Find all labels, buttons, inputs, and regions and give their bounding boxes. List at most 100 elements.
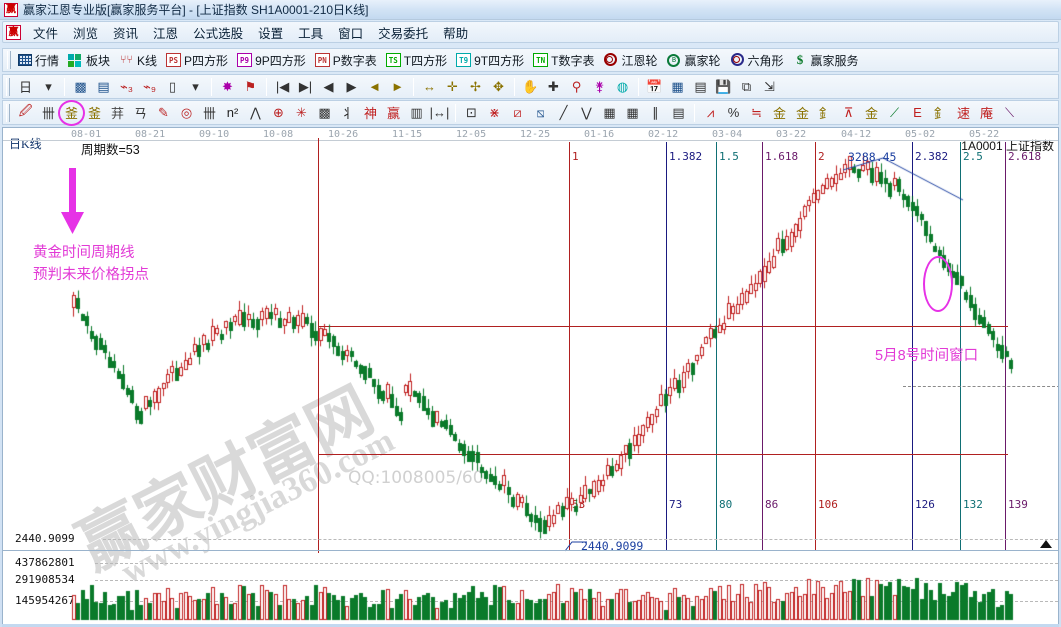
- toolbar-button-winner-wheel[interactable]: B 赢家轮: [663, 51, 725, 70]
- time-fan-icon[interactable]: 荓: [110, 106, 124, 121]
- toolbar-button-t-number-table[interactable]: TN T数字表: [530, 51, 599, 70]
- speed-icon[interactable]: 速: [956, 106, 970, 121]
- candle-dropdown-arrow[interactable]: ▾: [192, 78, 199, 94]
- first-page-icon[interactable]: |◀: [275, 78, 290, 94]
- candle-icon[interactable]: ▯: [168, 78, 177, 94]
- square-grid-icon[interactable]: ▩: [318, 104, 331, 120]
- menu-item-browse[interactable]: 浏览: [73, 26, 99, 41]
- shen-icon[interactable]: 神: [363, 106, 377, 121]
- toolbar-button-9t-square[interactable]: T9 9T四方形: [453, 51, 529, 70]
- overlay-icon[interactable]: ▩: [74, 78, 87, 94]
- gold-time-cycle-icon[interactable]: 釜: [58, 99, 85, 126]
- span-icon[interactable]: |↔|: [429, 105, 450, 120]
- angle2-icon[interactable]: ⟍: [1004, 104, 1015, 120]
- period-dropdown-arrow[interactable]: ▾: [45, 78, 52, 94]
- frame-icon[interactable]: ⊡: [466, 104, 477, 120]
- trend-line-icon[interactable]: ╱: [559, 104, 568, 120]
- ruler-ticks-icon[interactable]: 卌: [41, 106, 55, 121]
- box-lines-icon[interactable]: ⧄: [513, 104, 522, 120]
- toolbar-gripper[interactable]: [7, 51, 11, 69]
- comb-icon[interactable]: 卌: [202, 106, 216, 121]
- fan-lines-icon[interactable]: ⋇: [489, 104, 500, 120]
- brain-icon[interactable]: ◍: [616, 78, 629, 94]
- gold-pen-icon[interactable]: 釒: [818, 106, 832, 121]
- toolbar-button-winner-service[interactable]: $ 赢家服务: [790, 51, 864, 70]
- calculator-icon[interactable]: ▦: [671, 78, 684, 94]
- gold-line-icon[interactable]: 金: [795, 106, 809, 121]
- zoom-horizontal-icon[interactable]: ↔: [423, 79, 436, 94]
- toolbar-button-9p-square[interactable]: P9 9P四方形: [234, 51, 311, 70]
- gold-circle-icon[interactable]: 金: [772, 106, 786, 121]
- cross-red-icon[interactable]: ⊼: [843, 104, 854, 120]
- ma3-icon[interactable]: ⌁₃: [119, 78, 134, 94]
- spiral-icon[interactable]: ㄢ: [133, 106, 147, 121]
- press-icon[interactable]: 庵: [979, 106, 993, 121]
- slope-icon[interactable]: ⟋: [889, 104, 900, 120]
- zigzag-icon[interactable]: ⋁: [581, 104, 592, 120]
- prev-icon[interactable]: ◀: [323, 78, 334, 94]
- menu-item-formula[interactable]: 公式选股: [193, 26, 244, 41]
- shift-right-icon[interactable]: ►: [391, 79, 404, 94]
- toolbar-button-quotes[interactable]: 行情: [15, 51, 64, 70]
- menu-item-news[interactable]: 资讯: [113, 26, 139, 41]
- ladder-icon[interactable]: ▥: [410, 104, 423, 120]
- parallel-icon[interactable]: ∥: [652, 104, 659, 120]
- export-icon[interactable]: ⇲: [764, 78, 775, 94]
- flag-icon[interactable]: ⚑: [244, 78, 257, 94]
- gold-slope-icon[interactable]: 釒: [933, 106, 947, 121]
- last-page-icon[interactable]: ▶|: [298, 78, 313, 94]
- hand-tool-icon[interactable]: ✋: [522, 78, 539, 94]
- pencil-cycle-icon[interactable]: ✎: [158, 104, 169, 120]
- menu-item-settings[interactable]: 设置: [258, 26, 284, 41]
- pen-tool-icon[interactable]: 🖉: [18, 102, 33, 118]
- steps-icon[interactable]: ▤: [672, 104, 685, 120]
- toolbar-gripper-row3[interactable]: [6, 103, 10, 122]
- menu-item-gann[interactable]: 江恩: [153, 26, 179, 41]
- tree-icon[interactable]: ⚵: [594, 78, 605, 94]
- shift-left-icon[interactable]: ◄: [368, 79, 381, 94]
- calendar-icon[interactable]: 📅: [646, 78, 663, 94]
- compass-icon[interactable]: ⚲: [571, 78, 582, 94]
- target-icon[interactable]: ⊕: [273, 104, 284, 120]
- grid-fine2-icon[interactable]: ▦: [626, 104, 639, 120]
- percent-lines-icon[interactable]: ⩘: [706, 104, 715, 120]
- period-day-button[interactable]: 日: [18, 80, 32, 95]
- angle-icon[interactable]: ⋀: [250, 104, 261, 120]
- notes-icon[interactable]: ▤: [694, 78, 707, 94]
- chart-panel[interactable]: 赢家财富网 www.yingjia360.com QQ:1008005/60 日…: [2, 127, 1059, 625]
- toolbar-button-kline[interactable]: ⑂⑂ K线: [116, 51, 162, 70]
- toolbar-button-p-number-table[interactable]: PN P数字表: [312, 51, 382, 70]
- nsq-icon[interactable]: n²: [226, 105, 239, 120]
- percent-icon[interactable]: %: [727, 105, 740, 120]
- copy-icon[interactable]: ⧉: [741, 78, 752, 94]
- crosshair-icon[interactable]: ✚: [548, 78, 559, 94]
- ying-icon[interactable]: 赢: [386, 106, 400, 121]
- grid-fine-icon[interactable]: ▦: [603, 104, 616, 120]
- menu-item-file[interactable]: 文件: [33, 26, 59, 41]
- circle-cycle-icon[interactable]: ◎: [180, 104, 193, 120]
- gold2-icon[interactable]: 金: [864, 106, 878, 121]
- toolbar-button-sectors[interactable]: 板块: [65, 51, 115, 70]
- ma9-icon[interactable]: ⌁₉: [143, 78, 156, 94]
- quote-icon[interactable]: 丬: [340, 106, 354, 121]
- candlestick-canvas[interactable]: [3, 140, 1058, 540]
- toolbar-button-t-square[interactable]: TS T四方形: [383, 51, 452, 70]
- fib-icon[interactable]: ≒: [751, 104, 762, 120]
- gann-fan-icon[interactable]: ✸: [222, 78, 233, 94]
- expand-icon[interactable]: ✛: [447, 78, 458, 94]
- save-icon[interactable]: 💾: [715, 78, 732, 94]
- menu-item-tools[interactable]: 工具: [298, 26, 324, 41]
- next-icon[interactable]: ▶: [346, 78, 357, 94]
- toolbar-button-hexagon[interactable]: 六角形: [727, 51, 789, 70]
- menu-item-help[interactable]: 帮助: [443, 26, 469, 41]
- collapse-icon[interactable]: ✥: [493, 78, 504, 94]
- volume-canvas[interactable]: [3, 549, 1058, 624]
- menu-item-trade[interactable]: 交易委托: [378, 26, 429, 41]
- scroll-marker-icon[interactable]: [1040, 540, 1052, 548]
- toolbar-gripper-row2[interactable]: [6, 77, 10, 96]
- menu-item-window[interactable]: 窗口: [338, 26, 364, 41]
- contract-icon[interactable]: ✢: [470, 78, 481, 94]
- ef-icon[interactable]: E: [913, 105, 922, 120]
- toolbar-button-p-square[interactable]: PS P四方形: [163, 51, 233, 70]
- star-icon[interactable]: ✳: [296, 104, 307, 120]
